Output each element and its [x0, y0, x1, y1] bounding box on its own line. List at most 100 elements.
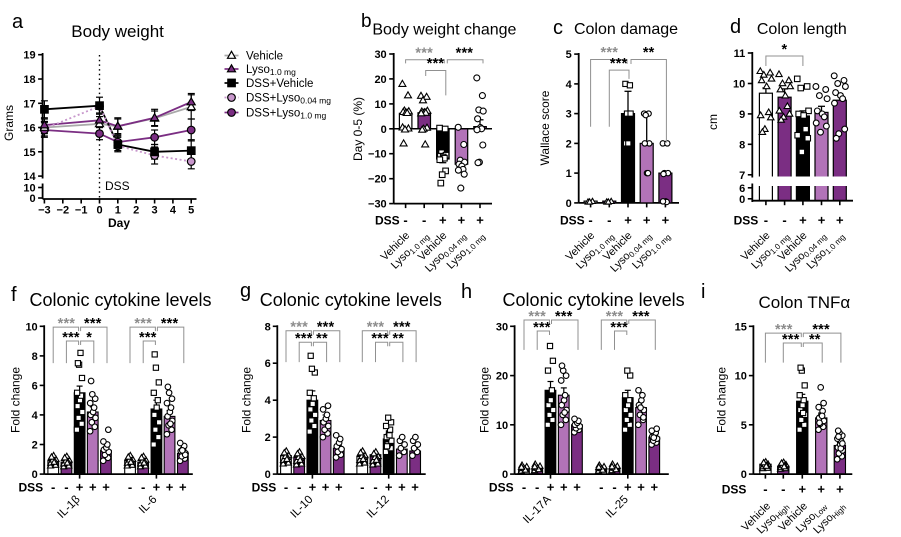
svg-text:+: +	[335, 480, 343, 495]
svg-text:DSS: DSS	[105, 179, 130, 193]
svg-text:+: +	[662, 213, 670, 228]
svg-text:Day 0-5 (%): Day 0-5 (%)	[351, 97, 365, 161]
svg-text:−3: −3	[38, 205, 51, 217]
svg-text:***: ***	[371, 331, 389, 347]
svg-text:-: -	[763, 482, 767, 497]
svg-text:***: ***	[775, 322, 793, 338]
svg-text:***: ***	[295, 331, 313, 347]
svg-text:-: -	[284, 480, 288, 495]
svg-text:***: ***	[601, 45, 619, 61]
svg-text:-: -	[522, 480, 526, 495]
svg-text:Colonic cytokine levels: Colonic cytokine levels	[503, 290, 685, 310]
svg-text:***: ***	[393, 320, 411, 336]
svg-text:19: 19	[23, 50, 35, 62]
svg-text:DSS: DSS	[722, 483, 747, 497]
svg-text:4: 4	[265, 395, 272, 407]
svg-text:+: +	[398, 480, 406, 495]
svg-text:20: 20	[374, 74, 386, 86]
svg-text:+: +	[153, 480, 161, 495]
svg-text:5: 5	[741, 420, 747, 432]
svg-text:-: -	[782, 213, 786, 228]
svg-text:−10: −10	[368, 149, 387, 161]
svg-text:**: **	[392, 331, 404, 347]
svg-text:***: ***	[555, 309, 573, 325]
svg-text:*: *	[86, 330, 92, 346]
svg-text:+: +	[624, 213, 632, 228]
svg-text:30: 30	[496, 321, 508, 333]
svg-text:0: 0	[739, 194, 745, 206]
svg-text:18: 18	[23, 74, 35, 86]
svg-text:c: c	[553, 17, 563, 39]
svg-text:-: -	[297, 480, 301, 495]
svg-text:Colon length: Colon length	[757, 21, 847, 38]
svg-text:+: +	[643, 213, 651, 228]
svg-text:Fold change: Fold change	[239, 367, 253, 433]
svg-text:***: ***	[415, 46, 433, 62]
svg-text:9: 9	[739, 109, 745, 121]
svg-text:+: +	[799, 482, 807, 497]
svg-text:0: 0	[265, 469, 271, 481]
svg-text:+: +	[179, 480, 187, 495]
svg-text:-: -	[360, 480, 364, 495]
svg-text:**: **	[643, 45, 655, 61]
svg-text:-: -	[403, 213, 407, 228]
svg-text:i: i	[701, 281, 705, 303]
svg-text:Colonic cytokine levels: Colonic cytokine levels	[29, 290, 211, 310]
svg-text:2: 2	[32, 440, 38, 452]
svg-text:+: +	[573, 480, 581, 495]
svg-text:-: -	[764, 213, 768, 228]
svg-text:Body weight change: Body weight change	[372, 22, 516, 39]
svg-text:DSS: DSS	[375, 214, 400, 228]
svg-text:***: ***	[58, 316, 76, 332]
svg-text:15: 15	[23, 147, 35, 159]
svg-text:2: 2	[265, 432, 271, 444]
svg-text:DSS: DSS	[19, 481, 44, 495]
svg-text:Grams: Grams	[2, 105, 16, 141]
svg-text:+: +	[799, 213, 807, 228]
svg-text:***: ***	[161, 316, 179, 332]
svg-text:***: ***	[782, 332, 800, 348]
svg-text:-: -	[128, 480, 132, 495]
svg-text:+: +	[836, 213, 844, 228]
svg-text:DSS+Lyso1.0 mg: DSS+Lyso1.0 mg	[246, 108, 326, 121]
svg-text:DSS+Lyso0.04 mg: DSS+Lyso0.04 mg	[246, 93, 331, 106]
svg-text:DSS: DSS	[489, 481, 514, 495]
svg-text:15: 15	[735, 321, 747, 333]
svg-text:+: +	[560, 480, 568, 495]
svg-text:2: 2	[133, 205, 139, 217]
svg-text:Fold change: Fold change	[715, 367, 729, 433]
svg-text:Fold change: Fold change	[9, 367, 23, 433]
svg-text:+: +	[385, 480, 393, 495]
svg-text:DSS: DSS	[560, 214, 585, 228]
svg-text:0: 0	[32, 469, 38, 481]
svg-text:10: 10	[733, 79, 745, 91]
svg-text:f: f	[11, 284, 17, 306]
svg-text:+: +	[458, 213, 466, 228]
svg-text:***: ***	[610, 320, 628, 336]
svg-text:Lyso1.0 mg: Lyso1.0 mg	[246, 64, 296, 77]
svg-text:14: 14	[23, 171, 36, 183]
svg-text:d: d	[730, 16, 741, 38]
svg-text:+: +	[89, 480, 97, 495]
svg-text:***: ***	[290, 320, 308, 336]
svg-text:-: -	[64, 480, 68, 495]
svg-text:6: 6	[739, 183, 745, 195]
svg-text:***: ***	[632, 309, 650, 325]
svg-text:-: -	[612, 480, 616, 495]
svg-text:+: +	[836, 482, 844, 497]
svg-text:0: 0	[29, 193, 35, 205]
svg-text:7: 7	[739, 170, 745, 182]
svg-text:10: 10	[374, 99, 386, 111]
svg-text:-: -	[373, 480, 377, 495]
svg-text:0: 0	[96, 205, 102, 217]
svg-text:h: h	[461, 281, 472, 303]
svg-text:+: +	[651, 480, 659, 495]
svg-text:Vehicle: Vehicle	[246, 51, 283, 63]
svg-text:*: *	[781, 42, 787, 58]
svg-text:0: 0	[741, 469, 747, 481]
svg-text:10: 10	[496, 420, 508, 432]
svg-text:***: ***	[528, 309, 546, 325]
svg-text:Body weight: Body weight	[71, 22, 164, 41]
svg-text:**: **	[809, 332, 821, 348]
svg-text:4: 4	[170, 205, 177, 217]
